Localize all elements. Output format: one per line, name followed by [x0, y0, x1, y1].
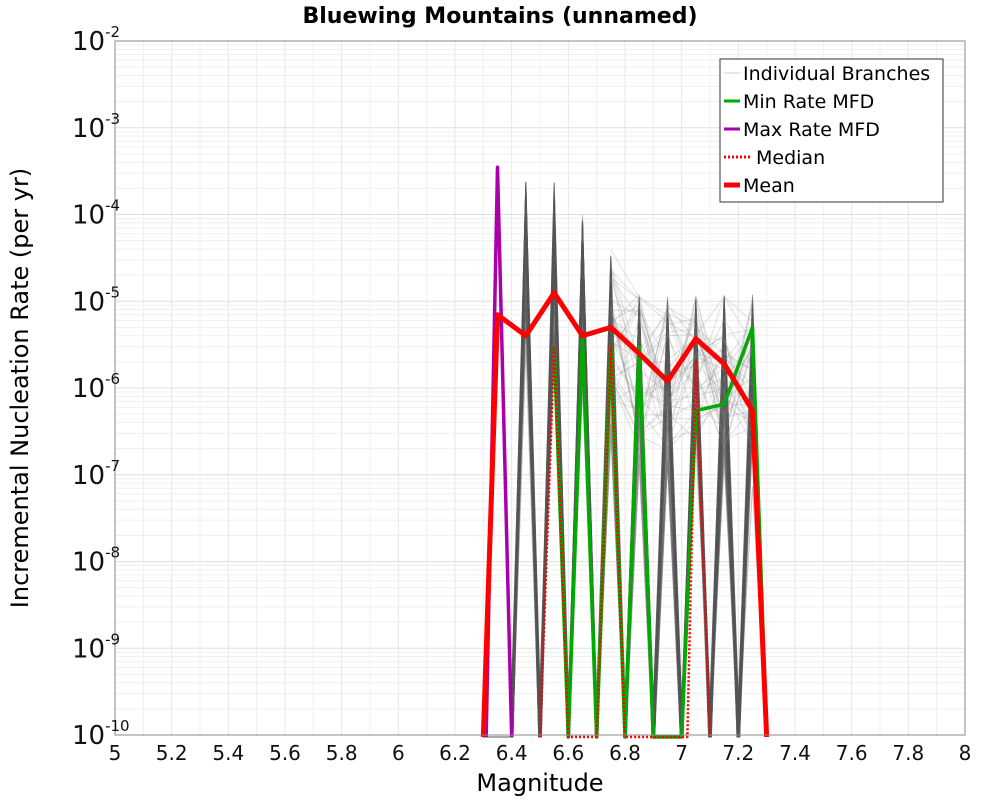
- series-layer: [480, 165, 770, 739]
- legend-entry-min-rate: Min Rate MFD: [724, 91, 874, 113]
- y-tick-base: 10: [72, 548, 105, 578]
- legend-entry-mean: Mean: [724, 175, 795, 197]
- legend-label-median: Median: [756, 147, 825, 169]
- y-axis-label: Incremental Nucleation Rate (per yr): [6, 168, 34, 608]
- x-tick-label: 6.4: [496, 741, 528, 765]
- branch-connector-line: [610, 377, 753, 451]
- y-tick-exponent: -10: [105, 717, 130, 735]
- x-tick-label: 7.8: [892, 741, 924, 765]
- branch-connector-line: [610, 295, 753, 385]
- legend-label-branches: Individual Branches: [743, 63, 930, 85]
- branch-connector-line: [610, 318, 753, 430]
- y-tick-base: 10: [72, 114, 105, 144]
- legend-entry-median: Median: [724, 147, 825, 169]
- legend: Individual Branches Min Rate MFD Max Rat…: [719, 58, 944, 203]
- branch-connector-line: [610, 312, 753, 371]
- branch-connector-line: [610, 295, 753, 449]
- chart-title: Bluewing Mountains (unnamed): [302, 4, 697, 29]
- legend-label-max-rate: Max Rate MFD: [743, 119, 880, 141]
- y-tick-label: 10-3: [72, 110, 120, 144]
- x-tick-label: 6.6: [552, 741, 584, 765]
- x-tick-label: 8: [959, 741, 972, 765]
- y-tick-label: 10-7: [72, 457, 120, 491]
- branch-connector-line: [610, 267, 753, 443]
- y-tick-exponent: -4: [105, 197, 120, 215]
- y-tick-base: 10: [72, 374, 105, 404]
- branch-connector-line: [610, 318, 753, 441]
- y-tick-base: 10: [72, 27, 105, 57]
- y-tick-base: 10: [72, 634, 105, 664]
- y-tick-base: 10: [72, 201, 105, 231]
- branch-connector-line: [610, 306, 753, 450]
- legend-box: [719, 58, 944, 203]
- branch-line: [483, 243, 767, 738]
- y-tick-exponent: -3: [105, 110, 120, 128]
- median-line: [538, 345, 712, 739]
- x-axis-label: Magnitude: [476, 769, 603, 797]
- branch-connector-line: [610, 339, 753, 419]
- x-tick-label: 5.6: [269, 741, 301, 765]
- branch-connector-line: [610, 300, 753, 412]
- branch-connector-line: [610, 296, 753, 443]
- branch-connector-line: [610, 335, 753, 430]
- x-tick-label: 7.4: [779, 741, 811, 765]
- y-tick-exponent: -5: [105, 283, 120, 301]
- branch-connector-line: [610, 332, 753, 393]
- branch-connector-line: [610, 347, 753, 437]
- branch-connector-line: [610, 296, 753, 423]
- branch-line: [483, 298, 767, 738]
- branch-connector-line: [610, 277, 753, 451]
- x-axis-ticks: 5 5.2 5.4 5.6 5.8 6 6.2 6.4 6.6 6.8 7 7.2 7.4 7.6 7.8 8: [109, 741, 972, 765]
- x-tick-label: 5.2: [156, 741, 188, 765]
- x-tick-label: 5: [109, 741, 122, 765]
- x-tick-label: 6.2: [439, 741, 471, 765]
- y-tick-exponent: -7: [105, 457, 120, 475]
- branch-connector-line: [610, 351, 753, 434]
- branch-connector-line: [610, 305, 753, 394]
- branch-connector-line: [610, 249, 753, 404]
- y-tick-label: 10-8: [72, 544, 120, 578]
- plot-area-frame: [114, 40, 966, 736]
- x-tick-label: 6.8: [609, 741, 641, 765]
- y-tick-base: 10: [72, 721, 105, 751]
- y-tick-base: 10: [72, 461, 105, 491]
- legend-label-mean: Mean: [743, 175, 795, 197]
- legend-entry-max-rate: Max Rate MFD: [724, 119, 880, 141]
- mean-line: [480, 290, 770, 738]
- legend-label-min-rate: Min Rate MFD: [743, 91, 874, 113]
- y-tick-label: 10-10: [72, 717, 130, 751]
- branch-connector-line: [610, 266, 753, 404]
- y-tick-label: 10-5: [72, 283, 120, 317]
- legend-entry-branches: Individual Branches: [724, 63, 930, 85]
- branch-connector-line: [610, 296, 753, 415]
- x-tick-label: 7: [675, 741, 688, 765]
- branch-connector-line: [610, 278, 753, 428]
- branch-connector-line: [610, 307, 753, 395]
- x-tick-label: 5.4: [212, 741, 244, 765]
- x-tick-label: 7.6: [836, 741, 868, 765]
- y-tick-exponent: -2: [105, 23, 120, 41]
- y-tick-label: 10-9: [72, 630, 120, 664]
- y-tick-label: 10-2: [72, 23, 120, 57]
- branch-connector-line: [610, 310, 753, 445]
- x-tick-label: 7.2: [722, 741, 754, 765]
- y-tick-base: 10: [72, 287, 105, 317]
- y-tick-exponent: -6: [105, 370, 120, 388]
- branch-connector-line: [610, 304, 753, 444]
- branch-connector-line: [610, 324, 753, 438]
- x-tick-label: 6: [392, 741, 405, 765]
- branch-connector-line: [610, 309, 753, 450]
- y-tick-label: 10-4: [72, 197, 120, 231]
- branch-connector-line: [610, 293, 753, 419]
- y-tick-exponent: -9: [105, 630, 120, 648]
- y-tick-exponent: -8: [105, 544, 120, 562]
- branch-connector-line: [610, 304, 753, 402]
- grid: [114, 41, 966, 736]
- y-tick-label: 10-6: [72, 370, 120, 404]
- x-tick-label: 5.8: [326, 741, 358, 765]
